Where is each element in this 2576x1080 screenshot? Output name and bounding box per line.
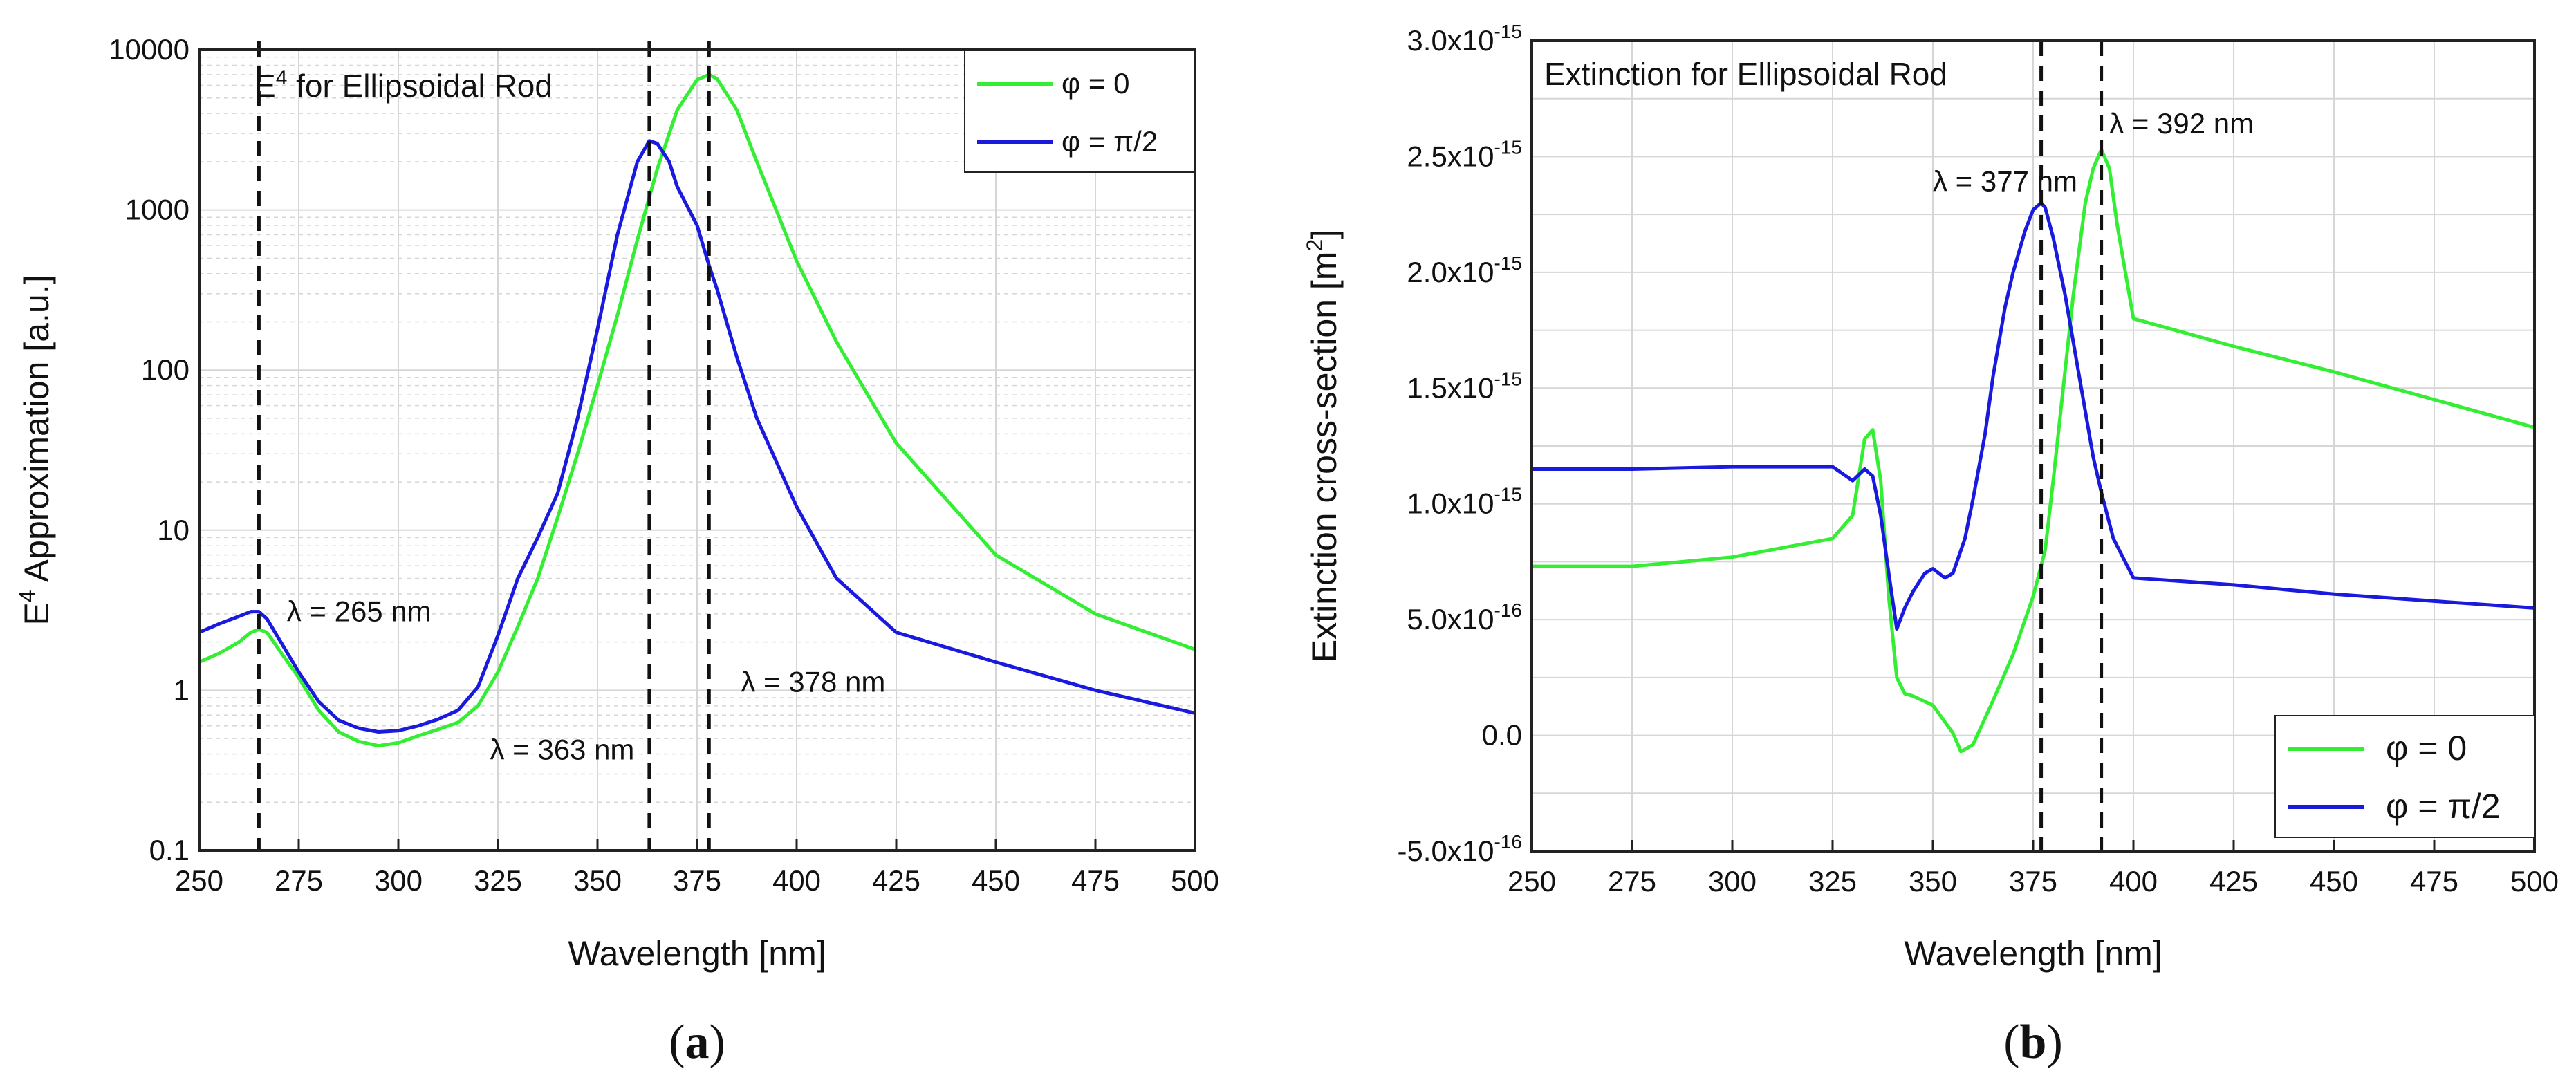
annotation-label: λ = 363 nm [490, 733, 634, 765]
x-tick-label: 350 [1909, 865, 1957, 897]
x-tick-label: 400 [772, 864, 821, 897]
y-tick-label: 3.0x10-15 [1407, 21, 1522, 57]
annotation-label: λ = 378 nm [741, 665, 885, 698]
panel-b-annotations: λ = 377 nm λ = 392 nm [1933, 107, 2254, 198]
panel-a-legend: φ = 0 φ = π/2 [964, 50, 1195, 173]
x-tick-label: 425 [2209, 865, 2258, 897]
legend-box [2274, 715, 2535, 838]
x-tick-label: 450 [972, 864, 1020, 897]
x-tick-label: 250 [175, 864, 223, 897]
legend-label: φ = 0 [1062, 67, 1129, 100]
y-tick-label: 1.0x10-15 [1407, 484, 1522, 520]
x-tick-label: 375 [673, 864, 721, 897]
series-line-phi-0 [1532, 147, 2535, 754]
y-tick-label: 100 [141, 353, 189, 386]
panel-a-x-axis-label: Wavelength [nm] [568, 934, 826, 973]
x-tick-label: 425 [872, 864, 920, 897]
x-tick-label: 275 [1608, 865, 1656, 897]
panel-a-title: E4 for Ellipsoidal Rod [254, 66, 553, 104]
y-tick-label: -5.0x10-16 [1397, 831, 1522, 867]
panel-a-annotations: λ = 265 nm λ = 363 nm λ = 378 nm [287, 595, 886, 765]
x-tick-label: 400 [2109, 865, 2158, 897]
panel-b-grid [1532, 41, 2535, 851]
y-tick-label: 1000 [125, 194, 189, 226]
legend-box [964, 50, 1195, 173]
x-tick-label: 475 [2410, 865, 2458, 897]
panel-a-label: (a) [669, 1016, 725, 1069]
panel-a-series [198, 73, 1196, 748]
panel-b-label: (b) [2003, 1016, 2063, 1069]
annotation-label: λ = 377 nm [1933, 165, 2077, 198]
y-tick-label: 1 [174, 673, 189, 706]
panel-b-series [1532, 147, 2535, 754]
y-tick-label: 2.5x10-15 [1407, 136, 1522, 172]
panel-b-y-axis-label: Extinction cross-section [m2] [1302, 230, 1344, 662]
x-tick-label: 325 [1808, 865, 1857, 897]
y-tick-label: 10000 [109, 33, 189, 66]
panel-a-ticks: 250 275 300 325 350 375 400 425 450 475 500 0.1 1 10 1… [109, 33, 1219, 897]
panel-b-x-axis-label: Wavelength [nm] [1904, 934, 2162, 973]
panel-a-chart: 250 275 300 325 350 375 400 425 450 475 500 0.1 1 10 1… [15, 33, 1219, 1069]
panel-a-marker-lines [257, 41, 711, 850]
panel-b-ticks: 250 275 300 325 350 375 400 425 450 475 500 -5.0x10… [1397, 21, 2559, 897]
annotation-label: λ = 265 nm [287, 595, 432, 627]
y-tick-label: 1.5x10-15 [1407, 368, 1522, 404]
x-tick-label: 450 [2310, 865, 2358, 897]
legend-label: φ = 0 [2386, 729, 2467, 767]
panel-b-marker-lines [2039, 41, 2104, 851]
series-line-phi-pi-2 [198, 139, 1196, 734]
annotation-label: λ = 392 nm [2109, 107, 2254, 140]
x-tick-label: 350 [573, 864, 622, 897]
y-tick-label: 2.0x10-15 [1407, 252, 1522, 288]
x-tick-label: 375 [2009, 865, 2057, 897]
x-tick-label: 250 [1508, 865, 1556, 897]
x-tick-label: 475 [1071, 864, 1120, 897]
x-tick-label: 300 [1708, 865, 1757, 897]
panel-b-legend: φ = 0 φ = π/2 [2274, 715, 2535, 838]
y-tick-label: 0.0 [1482, 719, 1522, 752]
legend-label: φ = π/2 [2386, 787, 2501, 826]
y-tick-label: 5.0x10-16 [1407, 599, 1522, 635]
panel-a-y-axis-label: E4 Approximation [a.u.] [15, 275, 56, 626]
series-line-phi-pi-2 [1532, 201, 2535, 631]
y-tick-label: 10 [157, 514, 189, 546]
x-tick-label: 500 [2510, 865, 2559, 897]
legend-label: φ = π/2 [1062, 125, 1158, 158]
x-tick-label: 325 [474, 864, 522, 897]
x-tick-label: 300 [374, 864, 423, 897]
y-tick-label: 0.1 [149, 834, 189, 866]
panel-b-chart: 250 275 300 325 350 375 400 425 450 475 500 -5.0x10… [1302, 21, 2559, 1069]
panel-b-title: Extinction for Ellipsoidal Rod [1544, 56, 1947, 92]
x-tick-label: 275 [275, 864, 323, 897]
series-line-phi-0 [198, 73, 1196, 748]
x-tick-label: 500 [1171, 864, 1219, 897]
